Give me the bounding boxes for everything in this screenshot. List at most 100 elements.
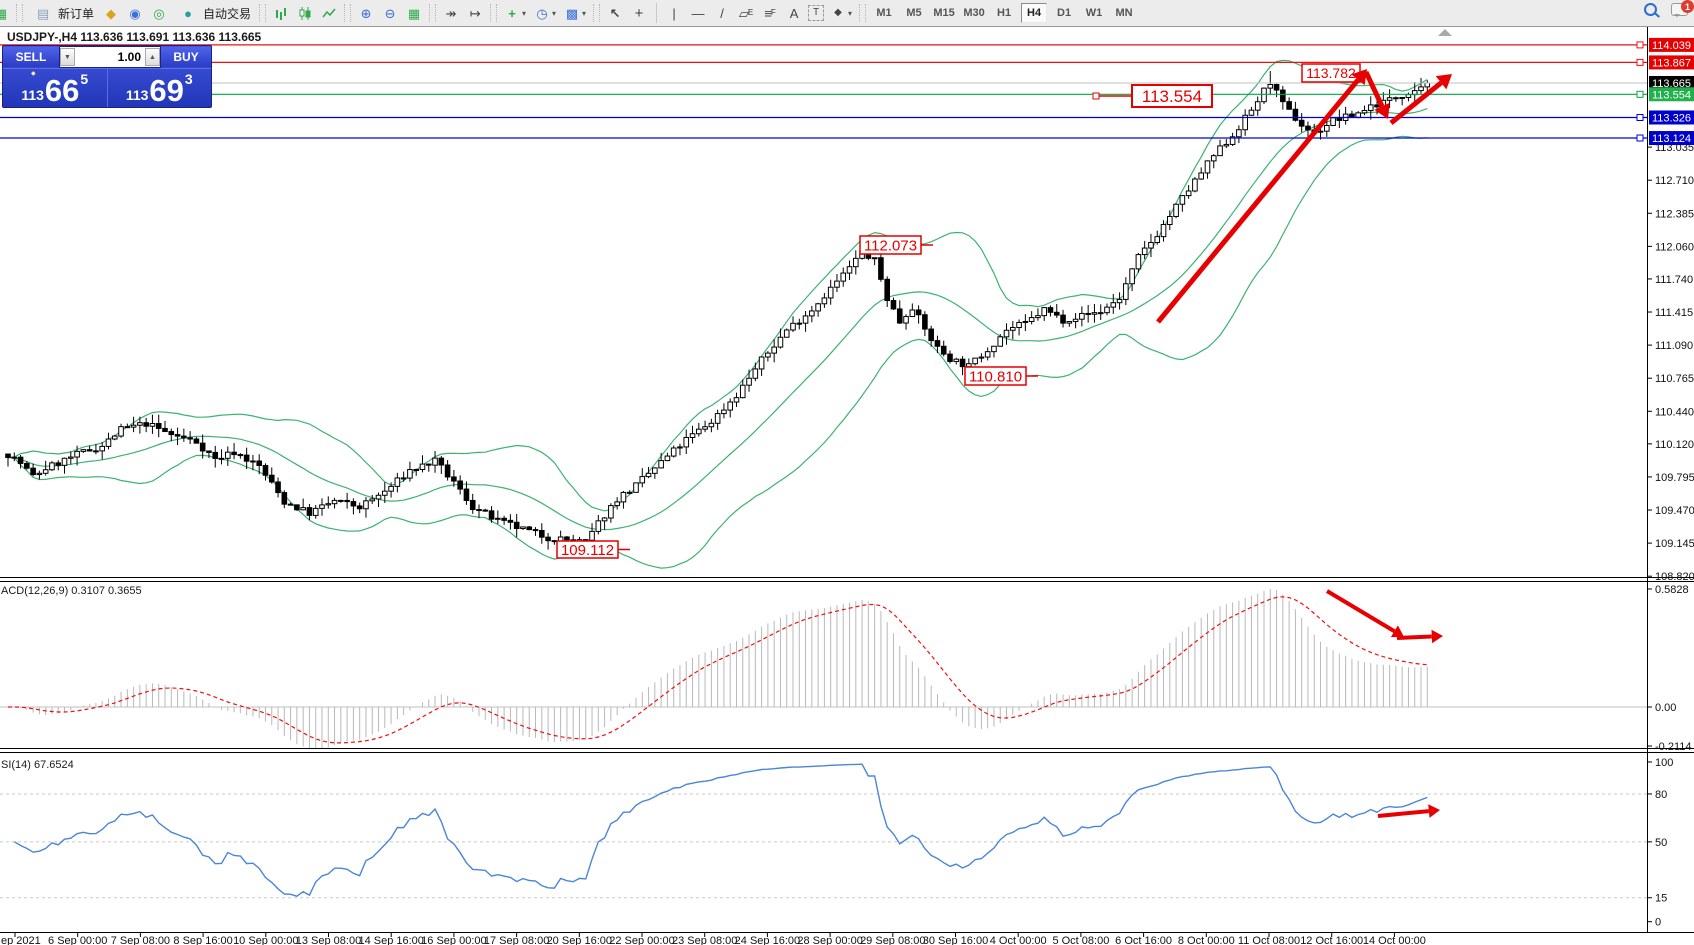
trend-arrow-head[interactable] bbox=[1374, 102, 1390, 119]
search-icon[interactable] bbox=[1644, 3, 1657, 16]
market-watch-icon[interactable]: ▦ bbox=[0, 5, 8, 21]
trend-arrow[interactable] bbox=[1156, 78, 1361, 324]
level-price-label[interactable] bbox=[1649, 87, 1694, 102]
trend-arrow[interactable] bbox=[1377, 809, 1430, 818]
timeframe-button-w1[interactable]: W1 bbox=[1085, 7, 1103, 19]
zoom-in-icon[interactable]: ⊕ bbox=[360, 5, 372, 21]
indicators-icon[interactable]: + bbox=[508, 5, 516, 21]
trend-arrow[interactable] bbox=[1389, 80, 1443, 125]
timeframe-button-m1[interactable]: M1 bbox=[876, 7, 892, 19]
timeframe-button-d1[interactable]: D1 bbox=[1057, 7, 1072, 19]
level-handle[interactable] bbox=[1636, 90, 1644, 98]
volume-decrease-button[interactable]: ▼ bbox=[60, 48, 75, 66]
trend-arrow[interactable] bbox=[1363, 70, 1385, 108]
template-caret-icon[interactable]: ▾ bbox=[582, 8, 587, 18]
level-handle[interactable] bbox=[1636, 41, 1644, 49]
level-handle[interactable] bbox=[1636, 58, 1644, 66]
zoom-out-icon[interactable]: ⊖ bbox=[384, 5, 396, 21]
price-tick-label: 112.385 bbox=[1655, 208, 1694, 220]
level-price-label[interactable] bbox=[1649, 37, 1694, 52]
price-annotation-box[interactable] bbox=[1131, 84, 1213, 108]
annotation-anchor[interactable] bbox=[1092, 92, 1100, 100]
timeframe-button-m5[interactable]: M5 bbox=[906, 7, 922, 19]
chart-shift-icon[interactable]: ↦ bbox=[469, 5, 481, 21]
tile-windows-icon[interactable]: ▦ bbox=[407, 5, 421, 21]
trend-arrow-head[interactable] bbox=[1431, 629, 1443, 644]
candle-body bbox=[1003, 329, 1010, 338]
sell-price[interactable]: ◆ 113 66 5 bbox=[3, 69, 108, 107]
periods-caret-icon[interactable]: ▾ bbox=[552, 8, 557, 18]
price-annotation-box[interactable] bbox=[859, 235, 922, 255]
trend-arrow-head[interactable] bbox=[1428, 804, 1440, 818]
candle-body bbox=[884, 278, 891, 302]
price-annotation-text: 109.112 bbox=[561, 542, 614, 559]
time-tick-label: 23 Sep 08:00 bbox=[672, 935, 737, 945]
trend-arrow-head[interactable] bbox=[1390, 625, 1404, 638]
candlestick-chart-icon[interactable] bbox=[295, 3, 315, 23]
level-price-label[interactable] bbox=[1649, 55, 1694, 70]
shapes-caret-icon[interactable]: ▾ bbox=[848, 8, 853, 18]
trade-panel-controls: SELL ▼ ▲ BUY bbox=[3, 46, 211, 68]
candle-body bbox=[1361, 109, 1368, 114]
buy-price[interactable]: 113 69 3 bbox=[108, 69, 212, 107]
volume-input[interactable] bbox=[75, 48, 145, 66]
template-icon[interactable]: ▩ bbox=[565, 5, 579, 21]
shapes-icon[interactable]: ◆ bbox=[834, 7, 842, 18]
equidistant-channel-icon[interactable]: ▱ E bbox=[738, 5, 754, 21]
periods-clock-icon[interactable]: ◷ bbox=[536, 5, 548, 21]
vertical-line-icon[interactable]: | bbox=[672, 5, 676, 21]
signals-icon[interactable]: ◎ bbox=[153, 5, 165, 21]
candle-body bbox=[777, 336, 784, 348]
candle-body bbox=[878, 257, 884, 280]
line-chart-icon[interactable] bbox=[319, 3, 339, 23]
timeframe-button-m15[interactable]: M15 bbox=[933, 7, 955, 19]
level-handle[interactable] bbox=[1636, 114, 1644, 121]
auto-scroll-icon[interactable]: ↠ bbox=[445, 5, 457, 21]
timeframe-button-h4[interactable]: H4 bbox=[1021, 3, 1048, 23]
text-label-icon[interactable]: T bbox=[808, 5, 825, 21]
chat-icon[interactable]: 1 bbox=[1671, 0, 1694, 17]
level-price-label[interactable] bbox=[1649, 75, 1694, 90]
trend-arrow-head[interactable] bbox=[1351, 69, 1367, 86]
price-tick-label: 110.120 bbox=[1655, 439, 1694, 451]
price-tick-label: 111.740 bbox=[1655, 274, 1693, 286]
candle-body bbox=[231, 451, 237, 456]
sell-button[interactable]: SELL bbox=[3, 47, 59, 67]
cursor-icon[interactable]: ↖ bbox=[609, 5, 621, 21]
trend-arrow[interactable] bbox=[1396, 634, 1432, 640]
timeframe-button-mn[interactable]: MN bbox=[1115, 7, 1133, 19]
trend-arrow[interactable] bbox=[1325, 589, 1396, 633]
candle-body bbox=[432, 457, 438, 466]
candle-body bbox=[940, 345, 947, 355]
crosshair-icon[interactable]: + bbox=[634, 4, 644, 22]
indicators-caret-icon[interactable]: ▾ bbox=[522, 8, 527, 18]
timeframe-button-h1[interactable]: H1 bbox=[997, 7, 1012, 19]
timeframe-button-m30[interactable]: M30 bbox=[963, 7, 985, 19]
scroll-marker-icon[interactable] bbox=[1438, 29, 1452, 36]
buy-button[interactable]: BUY bbox=[161, 47, 211, 67]
bar-chart-icon[interactable] bbox=[271, 3, 291, 23]
level-price-label[interactable] bbox=[1649, 110, 1694, 125]
autotrading-button[interactable]: ● 自动交易 bbox=[172, 3, 255, 23]
horizontal-line-icon[interactable]: — bbox=[691, 5, 705, 21]
fibonacci-icon[interactable]: ≡ F bbox=[764, 5, 776, 21]
price-annotation-box[interactable] bbox=[556, 540, 619, 559]
level-price-label[interactable] bbox=[1649, 131, 1694, 146]
candle-body bbox=[652, 467, 658, 474]
price-annotation-box[interactable] bbox=[964, 366, 1027, 386]
level-handle[interactable] bbox=[1636, 134, 1644, 142]
trend-arrow-head[interactable] bbox=[1435, 74, 1452, 90]
volume-increase-button[interactable]: ▲ bbox=[145, 48, 160, 66]
community-icon[interactable]: ◉ bbox=[129, 5, 141, 21]
metaeditor-icon[interactable]: ◆ bbox=[106, 5, 117, 21]
candle-body bbox=[1104, 306, 1110, 314]
macd-axis-label: 0.00 bbox=[1655, 702, 1676, 714]
trendline-icon[interactable]: / bbox=[720, 5, 724, 21]
toolbar-grip bbox=[344, 4, 352, 22]
candle-body bbox=[658, 460, 664, 469]
text-icon[interactable]: A bbox=[789, 5, 799, 21]
candle-body bbox=[739, 384, 746, 399]
candle-body bbox=[765, 352, 771, 358]
new-order-button[interactable]: ▤ 新订单 bbox=[27, 3, 98, 23]
